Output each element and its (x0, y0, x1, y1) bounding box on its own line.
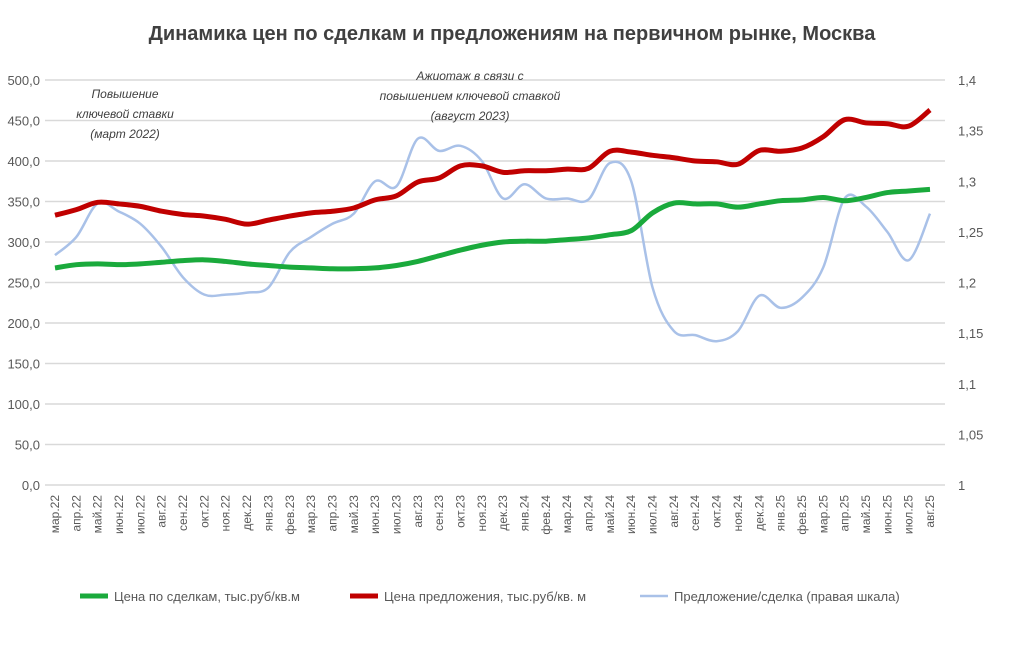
x-tick-label: янв.23 (261, 495, 275, 532)
series-line-1 (54, 107, 932, 227)
x-tick-label: май.23 (347, 495, 361, 534)
x-tick-label: мар.23 (304, 495, 318, 534)
series-line-0 (54, 186, 931, 272)
legend-label: Предложение/сделка (правая шкала) (674, 589, 900, 604)
left-tick-label: 100,0 (7, 397, 40, 412)
x-tick-label: окт.23 (453, 495, 467, 528)
left-tick-label: 500,0 (7, 73, 40, 88)
left-tick-label: 450,0 (7, 114, 40, 129)
x-tick-label: мар.24 (560, 495, 574, 534)
left-tick-label: 200,0 (7, 316, 40, 331)
x-tick-label: май.22 (91, 495, 105, 534)
x-tick-label: авг.22 (155, 495, 169, 528)
x-tick-label: май.24 (603, 495, 617, 534)
right-tick-label: 1,2 (958, 276, 976, 291)
x-tick-label: мар.22 (48, 495, 62, 534)
x-tick-label: дек.22 (240, 495, 254, 531)
annotation-text: (август 2023) (431, 109, 510, 123)
right-tick-label: 1,25 (958, 225, 983, 240)
x-tick-label: фев.24 (539, 495, 553, 535)
annotation-text: (март 2022) (90, 127, 160, 141)
right-tick-label: 1,05 (958, 427, 983, 442)
annotation-text: ключевой ставки (76, 107, 174, 121)
x-tick-label: окт.24 (710, 495, 724, 528)
x-tick-label: дек.24 (752, 495, 766, 531)
x-tick-label: май.25 (859, 495, 873, 534)
x-tick-label: июл.22 (133, 495, 147, 534)
right-tick-label: 1 (958, 478, 965, 493)
x-tick-label: ноя.22 (219, 495, 233, 532)
left-tick-label: 50,0 (15, 438, 40, 453)
right-tick-label: 1,1 (958, 377, 976, 392)
x-tick-label: апр.25 (838, 495, 852, 532)
left-tick-label: 400,0 (7, 154, 40, 169)
legend-label: Цена по сделкам, тыс.руб/кв.м (114, 589, 300, 604)
right-tick-label: 1,3 (958, 174, 976, 189)
x-tick-label: авг.25 (923, 495, 937, 528)
x-tick-label: июн.22 (112, 495, 126, 534)
right-tick-label: 1,4 (958, 73, 976, 88)
x-tick-label: июл.23 (389, 495, 403, 534)
x-tick-label: сен.22 (176, 495, 190, 531)
annotation-text: Ажиотаж в связи с (415, 69, 523, 83)
x-tick-label: дек.23 (496, 495, 510, 531)
x-tick-label: ноя.23 (475, 495, 489, 532)
legend-label: Цена предложения, тыс.руб/кв. м (384, 589, 586, 604)
chart-title: Динамика цен по сделкам и предложениям н… (149, 23, 877, 45)
x-tick-label: авг.23 (411, 495, 425, 528)
x-tick-label: ноя.24 (731, 495, 745, 532)
x-tick-label: окт.22 (197, 495, 211, 528)
x-tick-label: сен.24 (688, 495, 702, 531)
x-tick-label: янв.25 (774, 495, 788, 532)
x-tick-label: апр.23 (325, 495, 339, 532)
left-tick-label: 250,0 (7, 276, 40, 291)
left-tick-label: 350,0 (7, 195, 40, 210)
x-tick-label: июл.25 (902, 495, 916, 534)
x-tick-label: сен.23 (432, 495, 446, 531)
x-tick-label: апр.24 (582, 495, 596, 532)
left-tick-label: 0,0 (22, 478, 40, 493)
annotation-text: повышением ключевой ставкой (380, 89, 561, 103)
x-tick-label: апр.22 (69, 495, 83, 532)
x-tick-label: янв.24 (518, 495, 532, 532)
x-tick-label: июн.23 (368, 495, 382, 534)
x-tick-label: авг.24 (667, 495, 681, 528)
left-tick-label: 150,0 (7, 357, 40, 372)
x-tick-label: мар.25 (816, 495, 830, 534)
right-tick-label: 1,15 (958, 326, 983, 341)
x-tick-label: фев.25 (795, 495, 809, 535)
right-tick-label: 1,35 (958, 124, 983, 139)
x-tick-label: июн.24 (624, 495, 638, 534)
annotation-text: Повышение (91, 87, 158, 101)
left-tick-label: 300,0 (7, 235, 40, 250)
x-tick-label: фев.23 (283, 495, 297, 535)
x-tick-label: июл.24 (646, 495, 660, 534)
x-tick-label: июн.25 (880, 495, 894, 534)
series-line-2 (54, 136, 932, 343)
